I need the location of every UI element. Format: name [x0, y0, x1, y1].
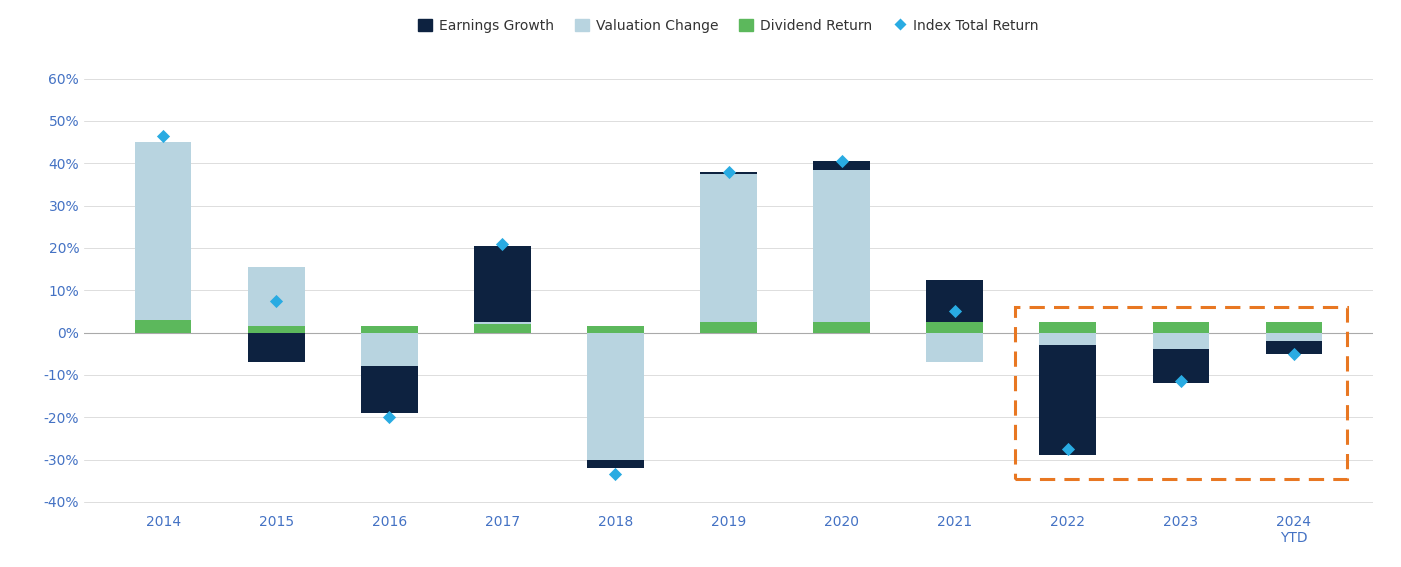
- Bar: [587, 326, 643, 333]
- Bar: [474, 322, 531, 324]
- Bar: [1040, 333, 1096, 345]
- Point: [943, 307, 965, 316]
- Point: [265, 297, 287, 306]
- Point: [1056, 445, 1079, 454]
- Bar: [700, 172, 757, 174]
- Bar: [1265, 341, 1323, 354]
- Bar: [361, 333, 417, 366]
- Bar: [1153, 322, 1209, 333]
- Bar: [587, 333, 643, 459]
- Bar: [814, 170, 870, 322]
- Point: [1283, 349, 1306, 358]
- Bar: [814, 161, 870, 170]
- Bar: [814, 322, 870, 333]
- Bar: [134, 142, 192, 320]
- Point: [604, 470, 626, 479]
- Bar: [700, 322, 757, 333]
- Bar: [134, 320, 192, 333]
- Bar: [474, 246, 531, 322]
- Bar: [361, 366, 417, 413]
- Point: [378, 413, 401, 422]
- Point: [492, 239, 514, 248]
- Bar: [700, 174, 757, 322]
- Bar: [1265, 333, 1323, 341]
- Bar: [248, 326, 304, 333]
- Bar: [926, 322, 984, 333]
- Bar: [474, 324, 531, 333]
- Point: [717, 167, 740, 176]
- Point: [151, 131, 174, 140]
- Bar: [1153, 333, 1209, 349]
- Bar: [248, 267, 304, 326]
- Bar: [1040, 322, 1096, 333]
- Bar: [248, 333, 304, 362]
- Bar: [1153, 349, 1209, 383]
- Bar: [926, 333, 984, 362]
- Bar: [1040, 345, 1096, 455]
- Point: [1170, 376, 1192, 386]
- Bar: [1265, 322, 1323, 333]
- Legend: Earnings Growth, Valuation Change, Dividend Return, Index Total Return: Earnings Growth, Valuation Change, Divid…: [412, 13, 1045, 38]
- Bar: [1014, 307, 1346, 479]
- Bar: [361, 326, 417, 333]
- Point: [831, 156, 853, 166]
- Bar: [587, 459, 643, 468]
- Bar: [926, 280, 984, 322]
